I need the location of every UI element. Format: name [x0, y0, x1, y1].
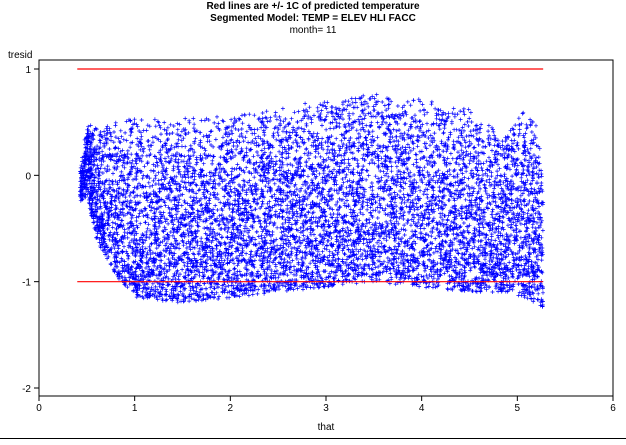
chart-month-label: month= 11	[289, 25, 337, 36]
x-axis-ticks: 0 1 2 3 4 5 6	[36, 396, 616, 414]
x-tick-label: 6	[610, 403, 616, 414]
chart-titles: Red lines are +/- 1C of predicted temper…	[0, 1, 626, 37]
chart-title: Red lines are +/- 1C of predicted temper…	[206, 1, 420, 12]
y-axis-ticks: 1 0 -1 -2	[22, 65, 39, 395]
point-markers	[78, 92, 546, 309]
y-tick-label: -1	[22, 278, 31, 289]
data-points	[78, 92, 546, 309]
y-tick-label: 0	[25, 171, 31, 182]
y-axis-label: tresid	[8, 50, 32, 61]
x-tick-label: 3	[323, 403, 329, 414]
x-tick-label: 0	[36, 403, 42, 414]
x-axis-label: that	[318, 422, 335, 433]
x-tick-label: 4	[419, 403, 425, 414]
y-tick-label: -2	[22, 384, 31, 395]
chart-subtitle: Segmented Model: TEMP = ELEV HLI FACC	[210, 13, 416, 24]
reference-lines	[77, 68, 544, 283]
y-tick-label: 1	[25, 65, 31, 76]
x-tick-label: 2	[228, 403, 234, 414]
bottom-border	[0, 438, 626, 445]
x-tick-label: 1	[132, 403, 138, 414]
x-tick-label: 5	[515, 403, 521, 414]
